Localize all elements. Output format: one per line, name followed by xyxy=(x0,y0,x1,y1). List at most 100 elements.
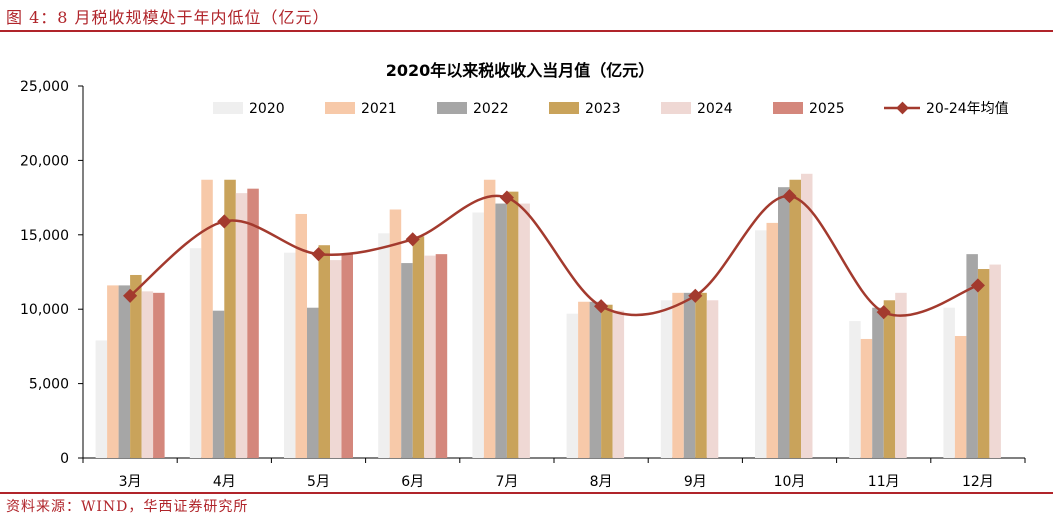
bar-2020 xyxy=(660,300,673,458)
average-marker xyxy=(970,278,985,293)
x-tick-label: 8月 xyxy=(590,474,613,490)
bar-2021 xyxy=(672,292,684,458)
average-line xyxy=(129,194,979,317)
x-tick-label: 6月 xyxy=(401,474,424,490)
x-tick-label: 11月 xyxy=(868,474,900,490)
bar-2022 xyxy=(307,307,319,458)
bar-2024 xyxy=(895,292,907,458)
legend-label-2024: 2024 xyxy=(697,101,733,117)
bar-2020 xyxy=(566,313,579,458)
bar-2021 xyxy=(201,179,213,458)
bar-2022 xyxy=(778,187,790,458)
average-marker xyxy=(499,190,514,205)
bar-2023 xyxy=(601,304,613,458)
bar-2025 xyxy=(341,254,353,458)
tax-revenue-chart: 2020年以来税收收入当月值（亿元） 2020 2021 2022 2023 2024 2… xyxy=(20,61,1026,490)
bar-2023 xyxy=(695,292,707,458)
bar-2024 xyxy=(518,203,530,458)
bar-2024 xyxy=(612,310,625,458)
bar-2022 xyxy=(589,301,602,458)
bar-2021 xyxy=(860,338,873,458)
bar-2024 xyxy=(235,193,248,459)
source-note: 资料来源：WIND，华西证券研究所 xyxy=(6,499,249,515)
bar-2022 xyxy=(212,310,225,458)
legend-swatch-2021 xyxy=(325,102,355,114)
average-marker xyxy=(782,189,797,204)
bar-2023 xyxy=(224,179,236,458)
bar-2021 xyxy=(954,335,967,458)
x-tick-label: 9月 xyxy=(684,474,707,490)
bar-2021 xyxy=(578,301,590,458)
legend-swatch-2023 xyxy=(549,102,579,114)
figure-label: 图 4：8 月税收规模处于年内低位（亿元） xyxy=(6,8,330,27)
legend-swatch-2022 xyxy=(437,102,467,114)
bar-2021 xyxy=(483,179,496,458)
plot-area: 0 5,000 10,000 15,000 20,000 25,000 3月 4月 5月 6月 7月… xyxy=(20,79,1026,490)
bar-2022 xyxy=(872,307,884,458)
chart-title: 2020年以来税收收入当月值（亿元） xyxy=(386,61,655,80)
legend-label-2025: 2025 xyxy=(809,101,845,117)
bar-2023 xyxy=(883,300,896,458)
bar-2021 xyxy=(295,213,307,458)
bar-2023 xyxy=(506,191,519,458)
bar-2024 xyxy=(706,300,719,458)
average-marker xyxy=(311,247,326,262)
x-tick-label: 7月 xyxy=(495,474,518,490)
average-marker xyxy=(876,305,891,320)
legend-label-2020: 2020 xyxy=(249,101,285,117)
bar-2022 xyxy=(966,254,978,458)
bar-2022 xyxy=(401,263,413,458)
y-tick-label: 20,000 xyxy=(20,153,69,169)
bar-2020 xyxy=(95,340,108,458)
bar-2025 xyxy=(153,292,165,458)
bar-2023 xyxy=(412,236,425,458)
y-tick-label: 10,000 xyxy=(20,302,69,318)
bar-2024 xyxy=(989,264,1001,458)
bar-2021 xyxy=(107,285,119,458)
bar-2024 xyxy=(801,173,813,459)
x-tick-label: 5月 xyxy=(307,474,330,490)
bar-2020 xyxy=(755,230,767,458)
legend-label-2022: 2022 xyxy=(473,101,509,117)
legend-label-2023: 2023 xyxy=(585,101,621,117)
x-tick-label: 3月 xyxy=(119,474,142,490)
bar-2021 xyxy=(389,209,402,458)
x-tick-label: 4月 xyxy=(213,474,236,490)
x-tick-label: 12月 xyxy=(962,474,994,490)
bottom-divider xyxy=(0,492,1053,494)
bar-2024 xyxy=(141,291,154,458)
chart-legend: 2020 2021 2022 2023 2024 2025 20-24年均值 xyxy=(213,101,1009,117)
bar-2022 xyxy=(118,285,131,458)
bar-2020 xyxy=(472,212,484,458)
bar-2020 xyxy=(284,252,296,458)
y-tick-label: 15,000 xyxy=(20,228,69,244)
average-marker xyxy=(594,299,609,314)
bar-2022 xyxy=(683,292,696,458)
bar-2024 xyxy=(330,260,342,458)
bar-2023 xyxy=(977,269,990,458)
average-marker xyxy=(688,288,703,303)
bar-2022 xyxy=(495,203,507,458)
legend-swatch-2020 xyxy=(213,102,243,114)
bar-2024 xyxy=(424,255,436,458)
legend-swatch-2025 xyxy=(773,102,803,114)
legend-label-2021: 2021 xyxy=(361,101,397,117)
bar-2020 xyxy=(378,233,390,458)
bar-2020 xyxy=(189,248,202,458)
y-tick-label: 25,000 xyxy=(20,79,69,95)
bar-2023 xyxy=(318,245,330,458)
y-tick-label: 0 xyxy=(60,451,69,467)
average-marker xyxy=(217,214,232,229)
legend-marker-swatch xyxy=(896,101,909,115)
legend-label-average: 20-24年均值 xyxy=(926,101,1009,117)
bar-2021 xyxy=(766,222,778,458)
x-tick-label: 10月 xyxy=(774,474,806,490)
bar-2020 xyxy=(849,321,861,458)
bar-2025 xyxy=(247,188,259,458)
bar-2023 xyxy=(130,274,142,458)
bar-2025 xyxy=(435,254,448,458)
legend-swatch-2024 xyxy=(661,102,691,114)
average-marker xyxy=(405,232,420,247)
y-tick-label: 5,000 xyxy=(29,377,69,393)
top-divider xyxy=(0,30,1053,32)
